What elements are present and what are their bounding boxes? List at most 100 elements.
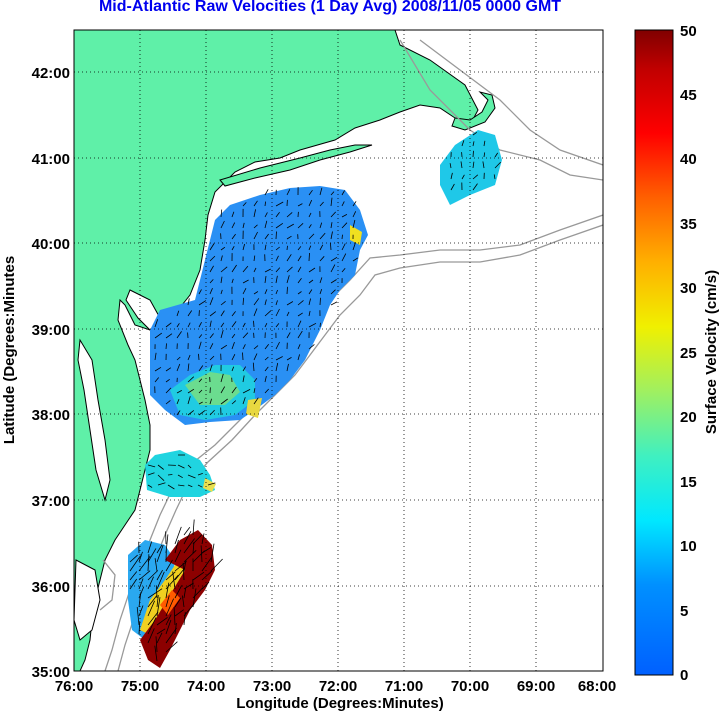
velocity-arrow bbox=[297, 312, 303, 317]
velocity-arrow bbox=[253, 345, 259, 350]
velocity-arrow bbox=[242, 297, 244, 306]
velocity-arrow bbox=[494, 152, 499, 158]
velocity-arrow bbox=[187, 322, 191, 328]
velocity-arrow bbox=[165, 641, 178, 653]
velocity-arrow bbox=[449, 163, 452, 169]
velocity-arrow bbox=[187, 474, 196, 479]
velocity-arrow bbox=[352, 257, 359, 262]
velocity-arrow bbox=[231, 354, 236, 361]
velocity-arrow bbox=[286, 245, 288, 251]
velocity-arrow bbox=[231, 222, 236, 229]
velocity-patch-nc-orange bbox=[160, 590, 180, 615]
velocity-arrow bbox=[187, 464, 192, 469]
velocity-arrow bbox=[297, 291, 302, 295]
velocity-arrow bbox=[220, 220, 225, 229]
velocity-arrow bbox=[231, 311, 236, 317]
velocity-arrow bbox=[167, 474, 173, 476]
velocity-arrow bbox=[176, 363, 181, 372]
velocity-arrow bbox=[156, 617, 168, 626]
velocity-arrow bbox=[183, 550, 197, 563]
velocity-arrow bbox=[472, 150, 474, 158]
velocity-arrow bbox=[165, 400, 171, 405]
velocity-arrow bbox=[330, 242, 332, 251]
velocity-patch-yellow-nj bbox=[350, 225, 362, 245]
velocity-arrow bbox=[231, 211, 235, 218]
velocity-arrow bbox=[174, 609, 184, 617]
velocity-arrow bbox=[493, 174, 496, 180]
velocity-arrow bbox=[177, 484, 185, 487]
velocity-arrow bbox=[198, 322, 202, 328]
velocity-arrow bbox=[201, 581, 210, 590]
velocity-arrow bbox=[138, 551, 143, 563]
velocity-arrow bbox=[308, 252, 310, 262]
velocity-arrow bbox=[207, 482, 216, 486]
velocity-arrow bbox=[183, 538, 195, 554]
velocity-arrow bbox=[165, 322, 172, 328]
velocity-arrow bbox=[220, 310, 225, 317]
velocity-arrow bbox=[129, 571, 138, 581]
velocity-arrow bbox=[472, 174, 479, 180]
velocity-arrow bbox=[154, 645, 158, 662]
velocity-arrow bbox=[209, 398, 212, 405]
velocity-patch-nc-yellow bbox=[140, 555, 190, 635]
velocity-arrow bbox=[253, 209, 256, 218]
velocity-arrow bbox=[138, 578, 144, 590]
velocity-arrow bbox=[286, 212, 293, 218]
velocity-arrow bbox=[264, 201, 266, 207]
x-tick-label: 75:00 bbox=[121, 678, 159, 695]
velocity-arrow bbox=[341, 222, 348, 229]
velocity-arrow bbox=[275, 201, 284, 207]
velocity-arrow bbox=[319, 288, 323, 295]
velocity-arrow bbox=[198, 300, 207, 306]
velocity-arrow bbox=[450, 183, 455, 191]
velocity-arrow bbox=[183, 612, 186, 626]
velocity-arrow bbox=[264, 189, 269, 196]
velocity-arrow bbox=[308, 279, 314, 284]
velocity-arrow bbox=[275, 341, 280, 350]
velocity-arrow bbox=[308, 289, 313, 295]
velocity-arrow bbox=[138, 586, 145, 599]
velocity-arrow bbox=[187, 410, 195, 416]
velocity-arrow bbox=[154, 558, 158, 572]
velocity-arrow bbox=[197, 473, 203, 476]
map-title: Mid-Atlantic Raw Velocities (1 Day Avg) … bbox=[98, 0, 562, 15]
velocity-arrow bbox=[147, 541, 153, 554]
velocity-arrow bbox=[253, 267, 257, 273]
velocity-arrow bbox=[129, 555, 142, 572]
velocity-arrow bbox=[242, 202, 247, 207]
velocity-patch-main bbox=[150, 186, 368, 425]
velocity-arrow bbox=[183, 527, 191, 536]
velocity-arrow bbox=[209, 355, 215, 361]
cape-cod bbox=[451, 91, 496, 131]
velocity-arrow bbox=[286, 235, 292, 240]
velocity-arrow bbox=[187, 376, 195, 383]
colorbar-tick-label: 35 bbox=[680, 216, 697, 233]
velocity-arrow bbox=[177, 474, 183, 479]
pamlico-sound bbox=[74, 559, 101, 641]
velocity-arrow bbox=[264, 388, 269, 394]
velocity-arrow bbox=[231, 264, 237, 273]
velocity-arrow bbox=[242, 222, 245, 229]
velocity-arrow bbox=[275, 255, 279, 262]
velocity-arrow bbox=[147, 588, 163, 599]
velocity-arrow bbox=[297, 344, 301, 350]
velocity-arrow bbox=[275, 275, 278, 284]
velocity-arrow bbox=[209, 255, 216, 262]
velocity-arrow bbox=[157, 464, 164, 470]
velocity-arrow bbox=[297, 354, 300, 361]
velocity-arrow bbox=[330, 279, 337, 284]
velocity-arrow bbox=[275, 308, 280, 317]
velocity-arrow bbox=[264, 310, 272, 317]
velocity-arrow bbox=[242, 243, 245, 251]
velocity-arrow bbox=[297, 330, 303, 339]
velocity-arrow bbox=[231, 386, 237, 394]
colorbar-ticks: 0 5 10 15 20 25 30 35 40 45 50 bbox=[680, 23, 697, 684]
velocity-arrow bbox=[231, 233, 236, 240]
velocity-arrow bbox=[231, 400, 237, 405]
velocity-arrow bbox=[319, 201, 324, 207]
velocity-arrow bbox=[330, 222, 333, 229]
velocity-arrow bbox=[209, 320, 212, 328]
velocity-arrow bbox=[220, 255, 223, 262]
x-tick-label: 69:00 bbox=[517, 678, 555, 695]
